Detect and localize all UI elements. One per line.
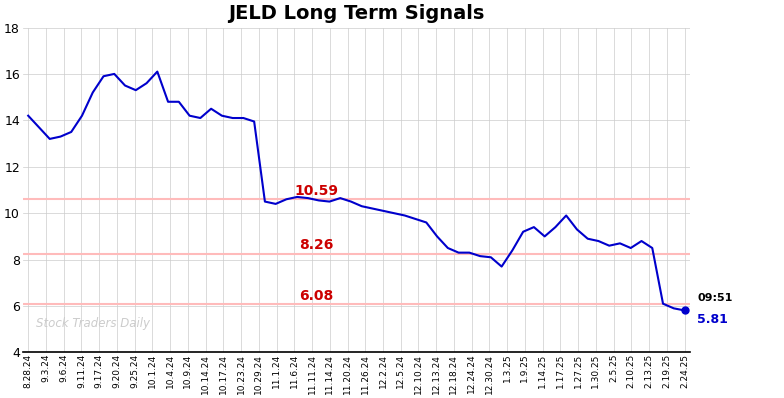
Text: 5.81: 5.81 — [698, 313, 728, 326]
Text: 09:51: 09:51 — [698, 293, 733, 302]
Text: 8.26: 8.26 — [299, 238, 333, 252]
Title: JELD Long Term Signals: JELD Long Term Signals — [228, 4, 485, 23]
Text: Stock Traders Daily: Stock Traders Daily — [36, 317, 151, 330]
Text: 10.59: 10.59 — [294, 184, 339, 198]
Text: 6.08: 6.08 — [299, 289, 333, 303]
